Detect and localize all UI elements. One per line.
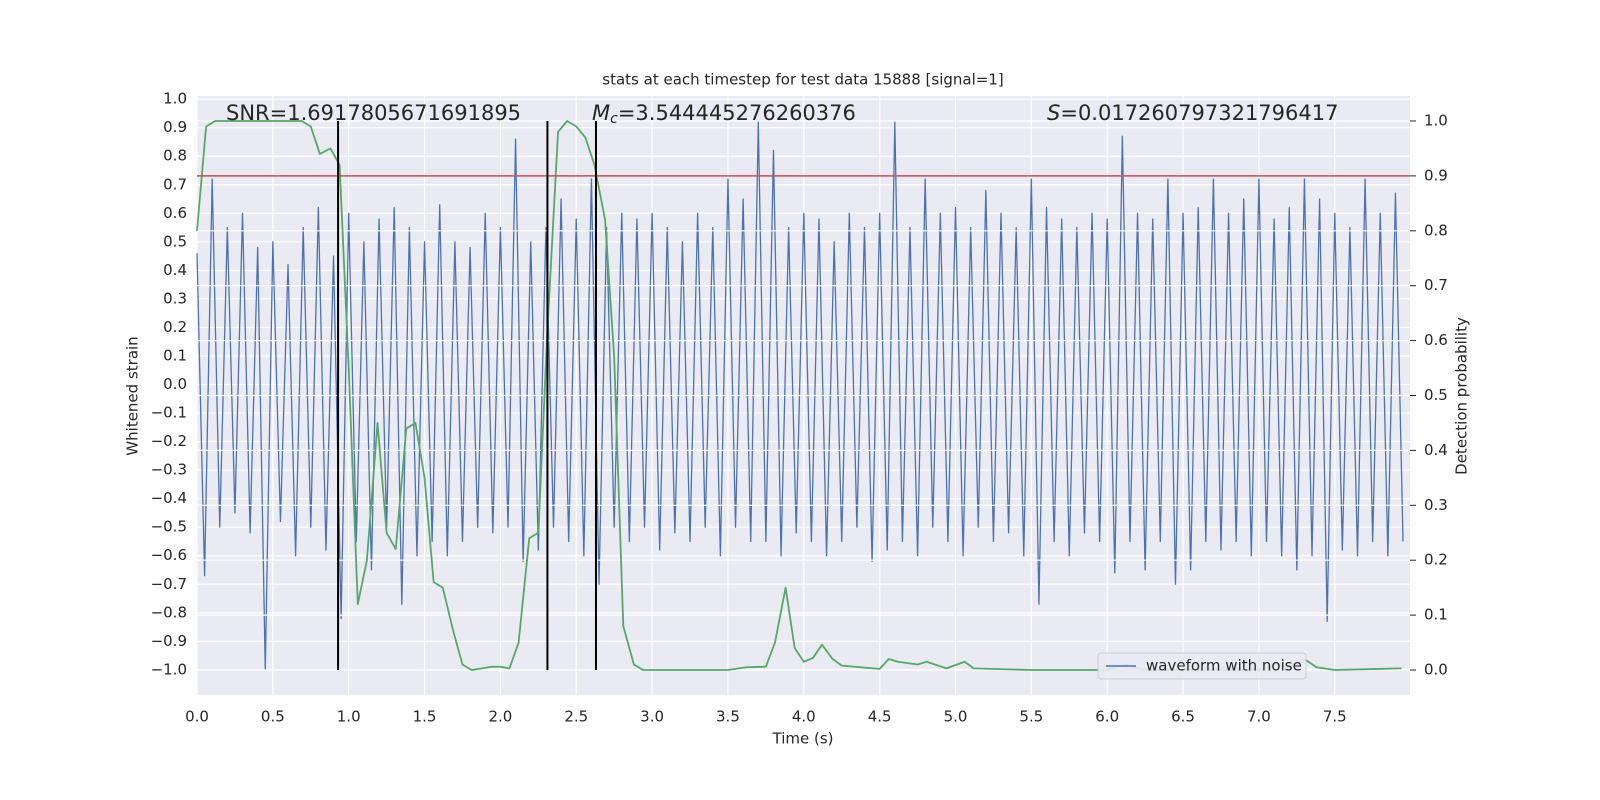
- x-tick-label: 6.5: [1171, 708, 1195, 726]
- y-tick-label: −0.6: [151, 546, 187, 564]
- x-tick-label: 7.5: [1323, 708, 1347, 726]
- y-tick-label: 0.3: [163, 289, 187, 307]
- y-tick-label: −1.0: [151, 660, 187, 678]
- y-tick-label: 0.7: [163, 175, 187, 193]
- x-tick-label: 6.0: [1095, 708, 1119, 726]
- y-tick-label: 1.0: [163, 90, 187, 108]
- y2-tick-label: 0.1: [1424, 606, 1448, 624]
- y-tick-label: 0.6: [163, 204, 187, 222]
- annotation: Mc=3.544445276260376: [592, 101, 856, 127]
- x-tick-label: 0.0: [185, 708, 209, 726]
- x-tick-label: 3.5: [716, 708, 740, 726]
- x-tick-label: 2.5: [564, 708, 588, 726]
- annotation-part: =3.544445276260376: [618, 101, 856, 125]
- y-tick-label: −0.1: [151, 404, 187, 422]
- y2-tick-label: 0.3: [1424, 496, 1448, 514]
- y-tick-label: 0.1: [163, 346, 187, 364]
- y2-tick-label: 0.4: [1424, 441, 1448, 459]
- y2-tick-label: 0.5: [1424, 386, 1448, 404]
- y-tick-label: −0.8: [151, 603, 187, 621]
- probability-line: [196, 120, 1402, 671]
- waveform-line: [196, 121, 1404, 671]
- x-tick-label: 4.5: [868, 708, 892, 726]
- y2-tick-label: 0.6: [1424, 331, 1448, 349]
- y-tick-label: 0.2: [163, 318, 187, 336]
- annotation: SNR=1.6917805671691895: [226, 101, 521, 125]
- y-tick-label: 0.0: [163, 375, 187, 393]
- y2-axis-label: Detection probability: [1453, 317, 1471, 475]
- y2-tick-label: 0.7: [1424, 276, 1448, 294]
- x-tick-label: 2.0: [488, 708, 512, 726]
- x-tick-label: 1.5: [413, 708, 437, 726]
- x-tick-label: 1.0: [337, 708, 361, 726]
- annotation: S=0.017260797321796417: [1047, 101, 1338, 125]
- chart-title: stats at each timestep for test data 158…: [602, 71, 1003, 89]
- y-tick-label: 0.5: [163, 232, 187, 250]
- x-tick-label: 7.0: [1247, 708, 1271, 726]
- y-tick-label: 0.4: [163, 261, 187, 279]
- y-tick-label: −0.2: [151, 432, 187, 450]
- annotation-part: SNR=1.6917805671691895: [226, 101, 521, 125]
- y-tick-label: −0.5: [151, 518, 187, 536]
- x-tick-label: 4.0: [792, 708, 816, 726]
- y-tick-label: −0.7: [151, 575, 187, 593]
- y2-tick-label: 1.0: [1424, 111, 1448, 129]
- y-tick-label: −0.3: [151, 461, 187, 479]
- annotation-part: M: [592, 101, 610, 125]
- annotation-part: =0.017260797321796417: [1060, 101, 1338, 125]
- annotation-part: c: [610, 111, 618, 127]
- y-axis-label: Whitened strain: [124, 336, 142, 455]
- y-tick-label: −0.4: [151, 489, 187, 507]
- y-tick-label: −0.9: [151, 632, 187, 650]
- y2-tick-label: 0.0: [1424, 661, 1448, 679]
- y2-tick-label: 0.2: [1424, 551, 1448, 569]
- y-tick-label: 0.9: [163, 118, 187, 136]
- y2-tick-label: 0.8: [1424, 221, 1448, 239]
- y2-tick-label: 0.9: [1424, 166, 1448, 184]
- x-tick-label: 3.0: [640, 708, 664, 726]
- annotation-part: S: [1047, 101, 1060, 125]
- x-tick-label: 5.0: [944, 708, 968, 726]
- legend-box: [1097, 652, 1307, 680]
- y-tick-label: 0.8: [163, 147, 187, 165]
- x-axis-label: Time (s): [772, 730, 834, 748]
- x-tick-label: 5.5: [1019, 708, 1043, 726]
- legend-label: waveform with noise: [1146, 657, 1302, 675]
- x-tick-label: 0.5: [261, 708, 285, 726]
